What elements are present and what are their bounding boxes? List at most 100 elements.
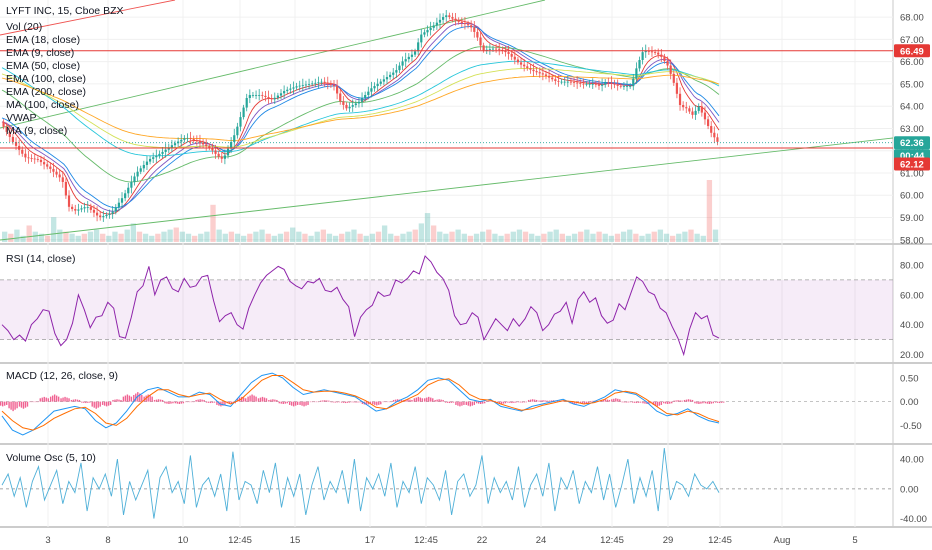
macd-histogram-bar <box>2 401 4 407</box>
candle-body <box>457 20 460 22</box>
macd-histogram-bar <box>507 401 509 403</box>
volume-bar <box>93 229 100 242</box>
candle-body <box>675 82 679 94</box>
volume-osc-axis[interactable]: 40.00 0.00 -40.00 <box>900 455 927 525</box>
macd-histogram-bar <box>83 401 85 403</box>
candle-body <box>435 22 438 26</box>
macd-histogram-bar <box>476 401 478 404</box>
macd-histogram-bar <box>174 401 177 404</box>
macd-histogram-bar <box>332 401 334 403</box>
macd-histogram-bar <box>276 399 278 402</box>
macd-histogram-bar <box>359 401 361 403</box>
legend-ema-200[interactable]: EMA (200, close) <box>6 86 86 98</box>
macd-histogram-bar <box>511 401 513 404</box>
macd-histogram-bar <box>715 401 717 403</box>
volume-bar <box>357 233 363 242</box>
legend-ma-100[interactable]: MA (100, close) <box>6 99 79 111</box>
macd-histogram-bar <box>20 401 23 408</box>
volume-osc-label[interactable]: Volume Osc (5, 10) <box>6 452 96 464</box>
macd-histogram-bar <box>386 401 388 403</box>
macd-histogram-bar <box>550 400 553 402</box>
macd-label[interactable]: MACD (12, 26, close, 9) <box>6 370 118 382</box>
candle-body <box>345 104 348 109</box>
candle-body <box>678 93 682 106</box>
macd-histogram-bar <box>290 401 293 406</box>
candle-body <box>86 207 89 208</box>
time-axis[interactable]: 3 8 10 12:45 15 17 12:45 22 24 12:45 29 12:45 Aug 5 <box>45 535 857 546</box>
candle-body <box>463 23 467 25</box>
rsi-axis[interactable]: 80.00 60.00 40.00 20.00 <box>900 260 924 361</box>
volume-bar <box>522 231 529 242</box>
candle-body <box>124 193 127 199</box>
macd-histogram-bar <box>438 399 440 402</box>
macd-histogram-bar <box>617 398 619 402</box>
macd-histogram-bar <box>546 400 548 402</box>
macd-histogram-bar <box>471 401 474 406</box>
rsi-label[interactable]: RSI (14, close) <box>6 253 75 265</box>
macd-histogram-bar <box>521 401 523 403</box>
candle-body <box>351 105 354 107</box>
macd-histogram-bar <box>31 401 33 403</box>
macd-histogram-bar <box>619 399 621 402</box>
candle-body <box>177 141 180 144</box>
macd-histogram-bar <box>448 401 451 404</box>
volume-bar <box>247 233 253 242</box>
macd-histogram-bar <box>710 401 713 404</box>
macd-histogram-bar <box>365 401 368 405</box>
candle-body <box>619 85 622 87</box>
candle-body <box>223 155 226 159</box>
volume-bar <box>124 229 130 242</box>
candle-body <box>364 94 367 99</box>
macd-histogram-bar <box>633 401 636 403</box>
ma-100-line <box>1 68 720 149</box>
macd-histogram-bar <box>99 401 101 407</box>
legend-ema-9[interactable]: EMA (9, close) <box>6 47 74 59</box>
macd-histogram-bar <box>322 400 324 402</box>
legend-ema-18[interactable]: EMA (18, close) <box>6 34 80 46</box>
candle-body <box>286 89 289 92</box>
macd-histogram-bar <box>265 398 268 402</box>
macd-histogram-bar <box>116 399 118 402</box>
macd-histogram-bar <box>405 399 407 402</box>
candle-body <box>295 86 298 88</box>
last-price-tag-label: 62.36 <box>900 138 924 149</box>
price-axis[interactable]: 68.0067.0066.0065.0064.0063.0062.0061.00… <box>900 13 924 247</box>
macd-axis[interactable]: 0.50 0.00 -0.50 <box>900 373 922 432</box>
candle-body <box>217 153 220 157</box>
macd-histogram-bar <box>467 401 470 406</box>
volume-bar <box>375 231 382 242</box>
candle-body <box>535 71 538 73</box>
volume-bar <box>75 235 81 242</box>
legend-ema-100[interactable]: EMA (100, close) <box>6 73 86 85</box>
macd-histogram-bar <box>428 396 430 402</box>
macd-histogram-bar <box>392 399 395 402</box>
candle-body <box>491 48 495 50</box>
candle-body <box>538 72 541 74</box>
macd-histogram-bar <box>533 399 536 402</box>
candle-body <box>638 60 641 69</box>
macd-histogram-bar <box>509 401 511 403</box>
macd-histogram-bar <box>14 401 16 410</box>
legend-vol[interactable]: Vol (20) <box>6 21 42 33</box>
volume-bar <box>418 223 425 242</box>
candle-body <box>579 83 582 84</box>
price-tick-label: 59.00 <box>900 213 924 224</box>
volume-bar <box>547 231 553 242</box>
macd-histogram-bar <box>211 401 214 403</box>
macd-histogram-bar <box>606 399 609 402</box>
legend-ma-9[interactable]: MA (9, close) <box>6 125 67 137</box>
legend-vwap[interactable]: VWAP <box>6 112 37 124</box>
macd-histogram-bar <box>286 401 288 404</box>
candle-body <box>613 83 616 85</box>
macd-histogram-bar <box>355 401 357 403</box>
candle-body <box>42 162 46 165</box>
candle-body <box>276 95 279 98</box>
macd-histogram-bar <box>538 400 540 402</box>
volume-bar <box>81 233 87 242</box>
legend-ema-50[interactable]: EMA (50, close) <box>6 60 80 72</box>
macd-histogram-bar <box>340 401 343 403</box>
macd-histogram-bar <box>16 401 18 409</box>
volume-bar <box>639 235 645 242</box>
macd-histogram-bar <box>342 401 345 403</box>
macd-histogram-bar <box>133 394 135 402</box>
